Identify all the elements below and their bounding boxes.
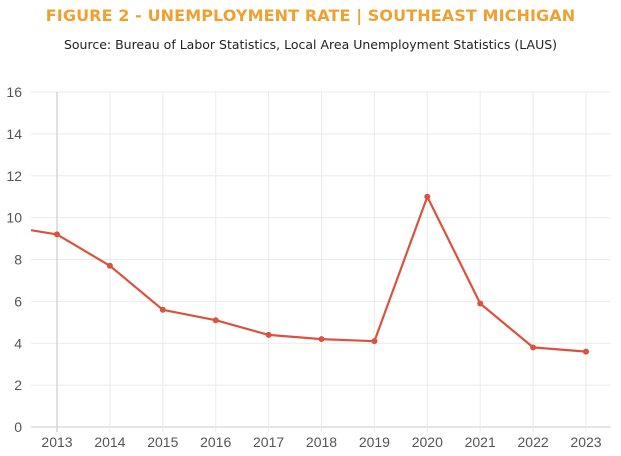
x-tick-label: 2015 (147, 434, 178, 450)
y-tick-label: 4 (14, 335, 22, 351)
chart-subtitle: Source: Bureau of Labor Statistics, Loca… (63, 37, 558, 52)
y-tick-label: 2 (14, 377, 22, 393)
data-point-2022 (530, 344, 537, 351)
x-tick-label: 2020 (412, 434, 443, 450)
data-point-2014 (106, 262, 113, 269)
x-tick-label: 2022 (518, 434, 549, 450)
data-point-2017 (265, 331, 272, 338)
y-tick-label: 8 (14, 252, 22, 268)
data-point-2013 (54, 231, 60, 238)
data-point-2023 (583, 348, 589, 355)
y-tick-label: 6 (14, 293, 22, 309)
y-tick-label: 10 (6, 210, 22, 226)
data-point-2016 (212, 317, 219, 324)
series-line (30, 195, 587, 353)
gridlines (31, 91, 611, 432)
x-tick-label: 2016 (200, 434, 231, 450)
data-point-2019 (371, 338, 378, 345)
y-tick-label: 14 (6, 126, 22, 142)
x-tick-label: 2014 (94, 434, 125, 450)
data-point-2020 (424, 193, 431, 200)
y-axis: 0 2 4 6 8 10 12 14 16 (6, 84, 22, 435)
x-tick-label: 2021 (465, 434, 496, 450)
x-tick-label: 2018 (306, 434, 337, 450)
data-point-2021 (477, 300, 484, 307)
y-tick-label: 0 (14, 419, 22, 435)
y-tick-label: 12 (6, 168, 22, 184)
x-tick-label: 2023 (570, 434, 601, 450)
x-axis: 2013 2014 2015 2016 2017 2018 2019 2020 2021 2022… (41, 434, 601, 450)
series-unemployment-rate (30, 193, 589, 355)
y-tick-label: 16 (6, 84, 22, 100)
data-point-2015 (159, 306, 166, 313)
chart-title: FIGURE 2 - UNEMPLOYMENT RATE | SOUTHEAST… (45, 6, 576, 25)
x-tick-label: 2017 (253, 434, 284, 450)
data-point-2018 (318, 336, 325, 343)
x-tick-label: 2019 (359, 434, 390, 450)
x-tick-label: 2013 (41, 434, 72, 450)
